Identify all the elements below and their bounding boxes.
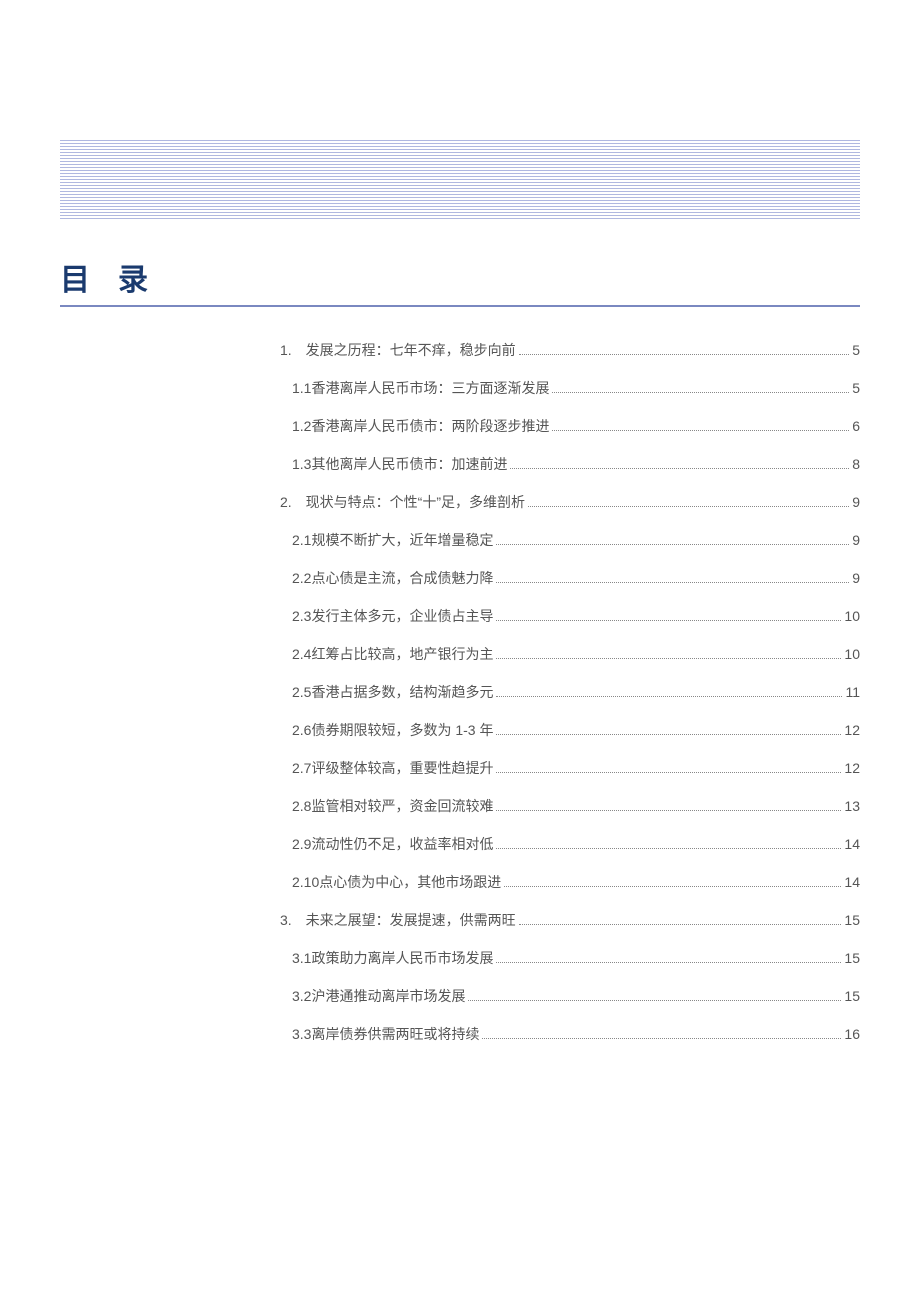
toc-leader-dots	[528, 506, 849, 507]
toc-entry-page: 5	[852, 380, 860, 396]
toc-entry[interactable]: 3.2沪港通推动离岸市场发展 15	[292, 986, 860, 1006]
toc-leader-dots	[496, 772, 841, 773]
toc-entry[interactable]: 2.7评级整体较高，重要性趋提升 12	[292, 758, 860, 778]
toc-entry-label: 1. 发展之历程：七年不痒，稳步向前	[280, 340, 516, 360]
toc-entry-page: 16	[844, 1026, 860, 1042]
toc-entry-label: 1.3其他离岸人民币债市：加速前进	[292, 454, 507, 474]
toc-entry-label: 2.8监管相对较严，资金回流较难	[292, 796, 493, 816]
toc-entry-page: 6	[852, 418, 860, 434]
toc-leader-dots	[496, 544, 849, 545]
toc-leader-dots	[510, 468, 849, 469]
toc-entry[interactable]: 2. 现状与特点：个性“十”足，多维剖析 9	[280, 492, 860, 512]
toc-entry-page: 9	[852, 570, 860, 586]
toc-leader-dots	[496, 810, 841, 811]
toc-entry[interactable]: 3. 未来之展望：发展提速，供需两旺 15	[280, 910, 860, 930]
toc-leader-dots	[504, 886, 841, 887]
toc-leader-dots	[468, 1000, 841, 1001]
toc-entry-label: 2.1规模不断扩大，近年增量稳定	[292, 530, 493, 550]
toc-entry-label: 2.7评级整体较高，重要性趋提升	[292, 758, 493, 778]
toc-entry-label: 2.2点心债是主流，合成债魅力降	[292, 568, 493, 588]
toc-entry-page: 12	[844, 722, 860, 738]
toc-entry[interactable]: 2.3发行主体多元，企业债占主导 10	[292, 606, 860, 626]
toc-entry-page: 15	[844, 912, 860, 928]
header-decorative-lines	[60, 140, 860, 220]
toc-entry[interactable]: 2.5香港占据多数，结构渐趋多元 11	[292, 682, 860, 702]
toc-leader-dots	[496, 734, 841, 735]
toc-entry-label: 2.5香港占据多数，结构渐趋多元	[292, 682, 493, 702]
toc-entry-page: 14	[844, 836, 860, 852]
toc-entry-page: 10	[844, 646, 860, 662]
toc-entry-page: 5	[852, 342, 860, 358]
toc-leader-dots	[496, 696, 842, 697]
page-title: 目录	[60, 255, 860, 305]
title-block: 目录	[60, 255, 860, 307]
toc-entry-page: 11	[845, 684, 860, 700]
toc-entry[interactable]: 2.8监管相对较严，资金回流较难 13	[292, 796, 860, 816]
toc-entry[interactable]: 2.10点心债为中心，其他市场跟进 14	[292, 872, 860, 892]
toc-entry[interactable]: 2.2点心债是主流，合成债魅力降 9	[292, 568, 860, 588]
toc-entry[interactable]: 3.1政策助力离岸人民币市场发展 15	[292, 948, 860, 968]
toc-leader-dots	[496, 620, 841, 621]
toc-entry-page: 10	[844, 608, 860, 624]
toc-entry[interactable]: 2.6债券期限较短，多数为 1-3 年 12	[292, 720, 860, 740]
toc-entry-label: 1.2香港离岸人民币债市：两阶段逐步推进	[292, 416, 549, 436]
toc-entry-label: 3.3离岸债券供需两旺或将持续	[292, 1024, 479, 1044]
toc-entry[interactable]: 2.9流动性仍不足，收益率相对低 14	[292, 834, 860, 854]
toc-leader-dots	[496, 962, 841, 963]
toc-entry-label: 2.4红筹占比较高，地产银行为主	[292, 644, 493, 664]
toc-leader-dots	[552, 392, 849, 393]
toc-entry-label: 2.10点心债为中心，其他市场跟进	[292, 872, 501, 892]
toc-entry-label: 2.6债券期限较短，多数为 1-3 年	[292, 720, 493, 740]
title-underline	[60, 305, 860, 307]
toc-entry-page: 15	[844, 950, 860, 966]
toc-entry-page: 15	[844, 988, 860, 1004]
toc-entry[interactable]: 1. 发展之历程：七年不痒，稳步向前 5	[280, 340, 860, 360]
toc-entry-label: 2.9流动性仍不足，收益率相对低	[292, 834, 493, 854]
toc-entry[interactable]: 1.2香港离岸人民币债市：两阶段逐步推进 6	[292, 416, 860, 436]
toc-leader-dots	[496, 658, 841, 659]
table-of-contents: 1. 发展之历程：七年不痒，稳步向前 51.1香港离岸人民币市场：三方面逐渐发展…	[280, 340, 860, 1062]
toc-entry[interactable]: 1.1香港离岸人民币市场：三方面逐渐发展 5	[292, 378, 860, 398]
toc-entry-label: 2.3发行主体多元，企业债占主导	[292, 606, 493, 626]
toc-entry[interactable]: 2.1规模不断扩大，近年增量稳定 9	[292, 530, 860, 550]
toc-entry[interactable]: 3.3离岸债券供需两旺或将持续 16	[292, 1024, 860, 1044]
toc-entry[interactable]: 1.3其他离岸人民币债市：加速前进 8	[292, 454, 860, 474]
toc-entry-label: 3. 未来之展望：发展提速，供需两旺	[280, 910, 516, 930]
toc-leader-dots	[519, 354, 850, 355]
toc-entry-label: 1.1香港离岸人民币市场：三方面逐渐发展	[292, 378, 549, 398]
toc-entry-page: 8	[852, 456, 860, 472]
toc-entry-page: 9	[852, 494, 860, 510]
toc-leader-dots	[552, 430, 849, 431]
toc-entry[interactable]: 2.4红筹占比较高，地产银行为主 10	[292, 644, 860, 664]
toc-entry-page: 13	[844, 798, 860, 814]
toc-leader-dots	[519, 924, 842, 925]
toc-entry-page: 9	[852, 532, 860, 548]
toc-entry-page: 12	[844, 760, 860, 776]
toc-entry-label: 3.2沪港通推动离岸市场发展	[292, 986, 465, 1006]
toc-entry-label: 3.1政策助力离岸人民币市场发展	[292, 948, 493, 968]
toc-leader-dots	[496, 848, 841, 849]
toc-entry-page: 14	[844, 874, 860, 890]
toc-leader-dots	[482, 1038, 841, 1039]
toc-leader-dots	[496, 582, 849, 583]
toc-entry-label: 2. 现状与特点：个性“十”足，多维剖析	[280, 492, 525, 512]
